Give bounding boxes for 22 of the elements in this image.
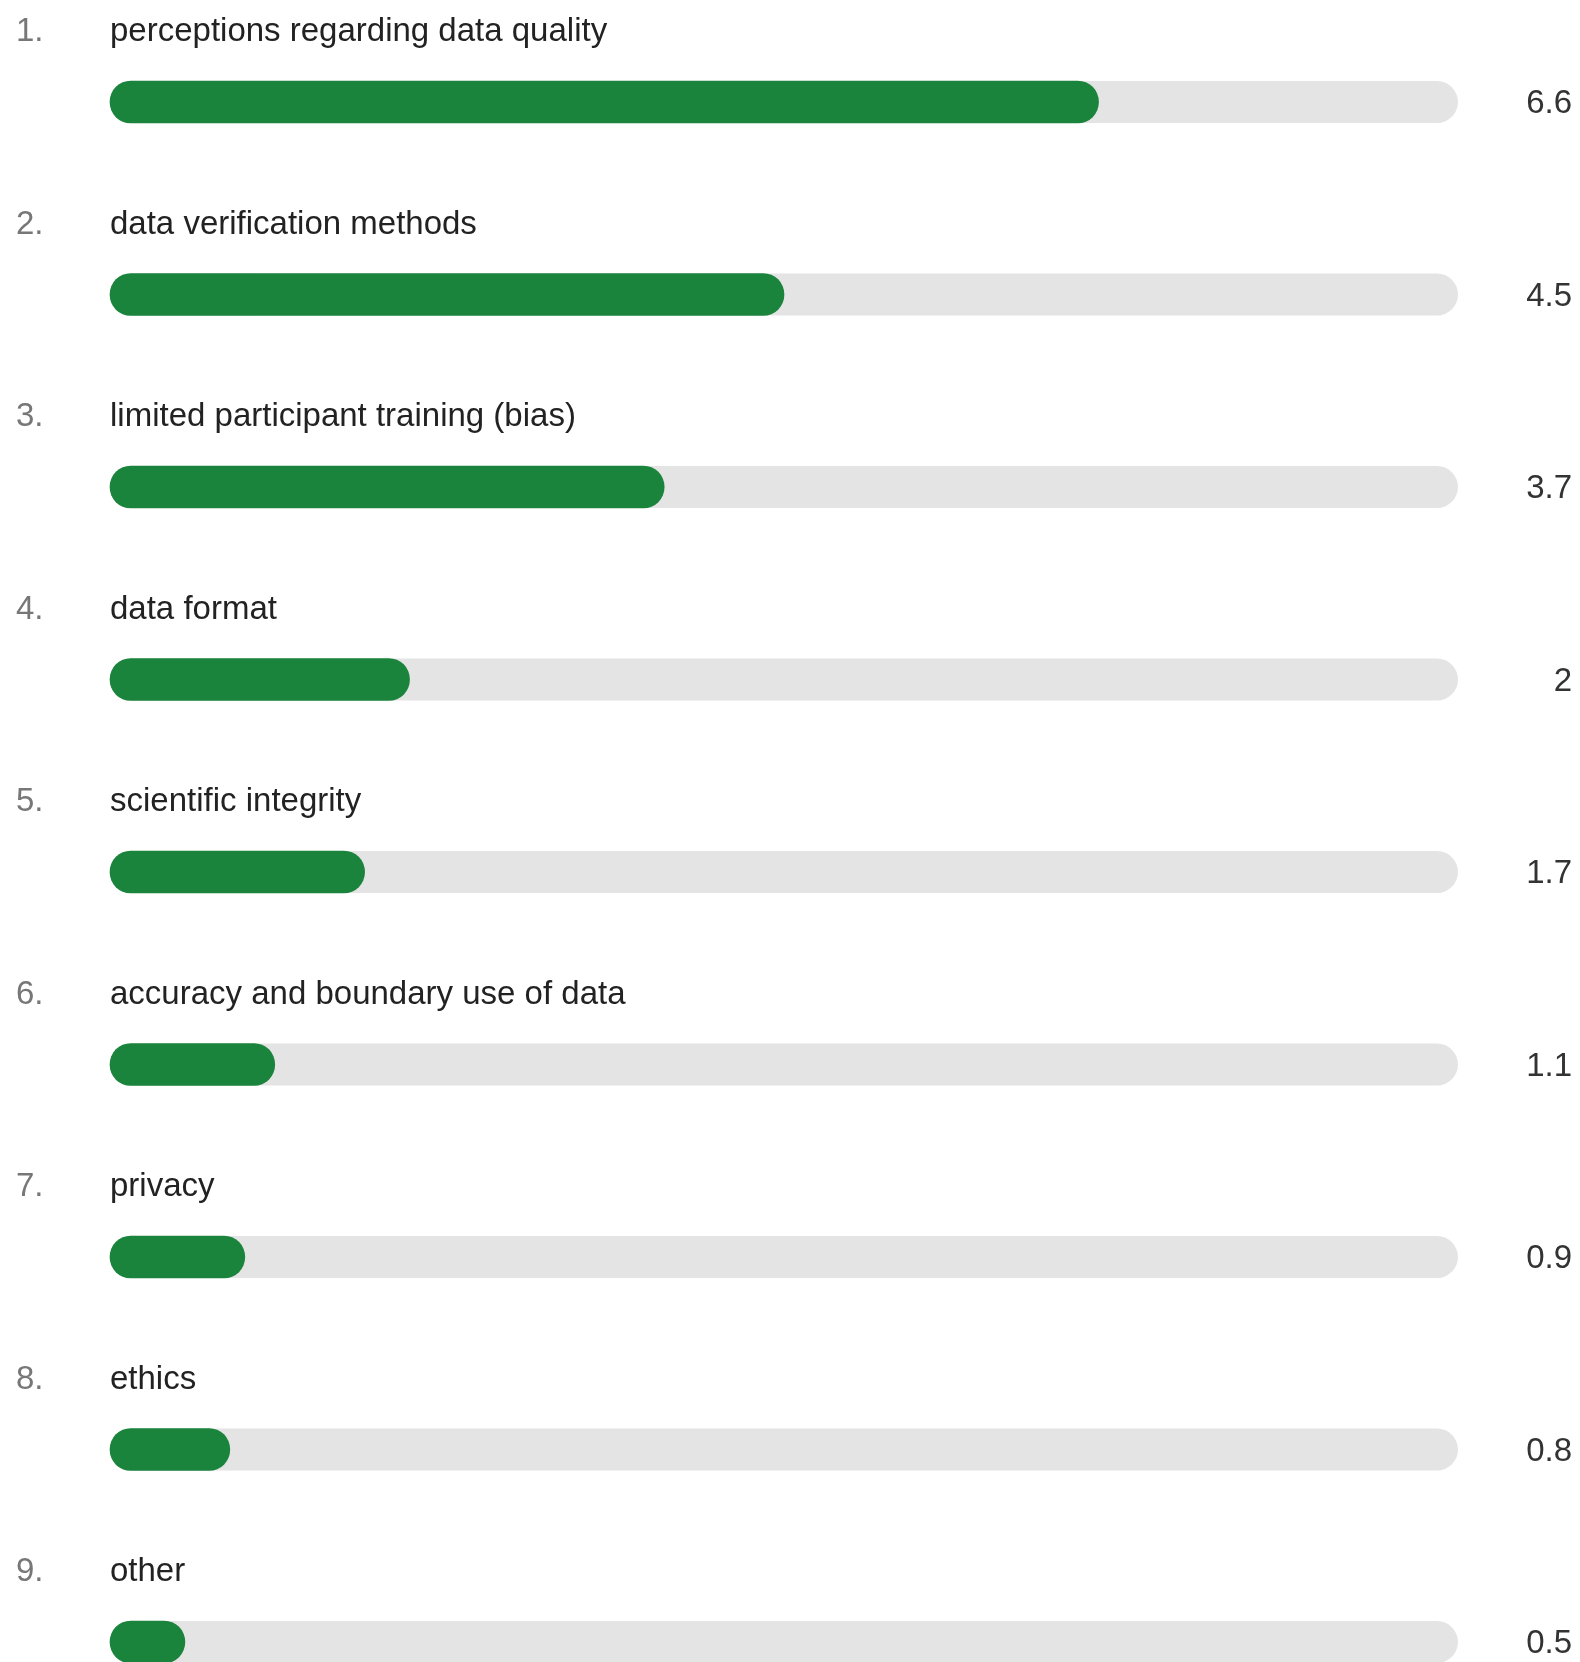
data-label: 1.7 bbox=[1526, 853, 1572, 891]
category-label: 1. perceptions regarding data quality bbox=[16, 11, 608, 49]
category-label: 8. ethics bbox=[16, 1358, 197, 1396]
category-label: 7. privacy bbox=[16, 1166, 215, 1204]
data-label: 0.5 bbox=[1526, 1623, 1572, 1661]
data-label: 0.9 bbox=[1526, 1238, 1572, 1276]
bar bbox=[109, 1043, 276, 1086]
data-label: 4.5 bbox=[1526, 275, 1572, 313]
category-label: 4. data format bbox=[16, 588, 277, 626]
category-label: 9. other bbox=[16, 1551, 186, 1589]
bar bbox=[109, 850, 365, 894]
bar bbox=[109, 1235, 246, 1279]
category-label: 3. limited participant training (bias) bbox=[16, 396, 576, 434]
data-label: 0.8 bbox=[1526, 1430, 1572, 1468]
category-label: 5. scientific integrity bbox=[16, 781, 362, 819]
category-label: 6. accuracy and boundary use of data bbox=[16, 973, 626, 1011]
data-label: 6.6 bbox=[1526, 83, 1572, 121]
data-label: 1.1 bbox=[1526, 1045, 1572, 1083]
category-label: 2. data verification methods bbox=[16, 203, 477, 241]
data-label: 3.7 bbox=[1526, 468, 1572, 506]
bar bbox=[109, 658, 410, 701]
data-label: 2 bbox=[1553, 660, 1572, 698]
